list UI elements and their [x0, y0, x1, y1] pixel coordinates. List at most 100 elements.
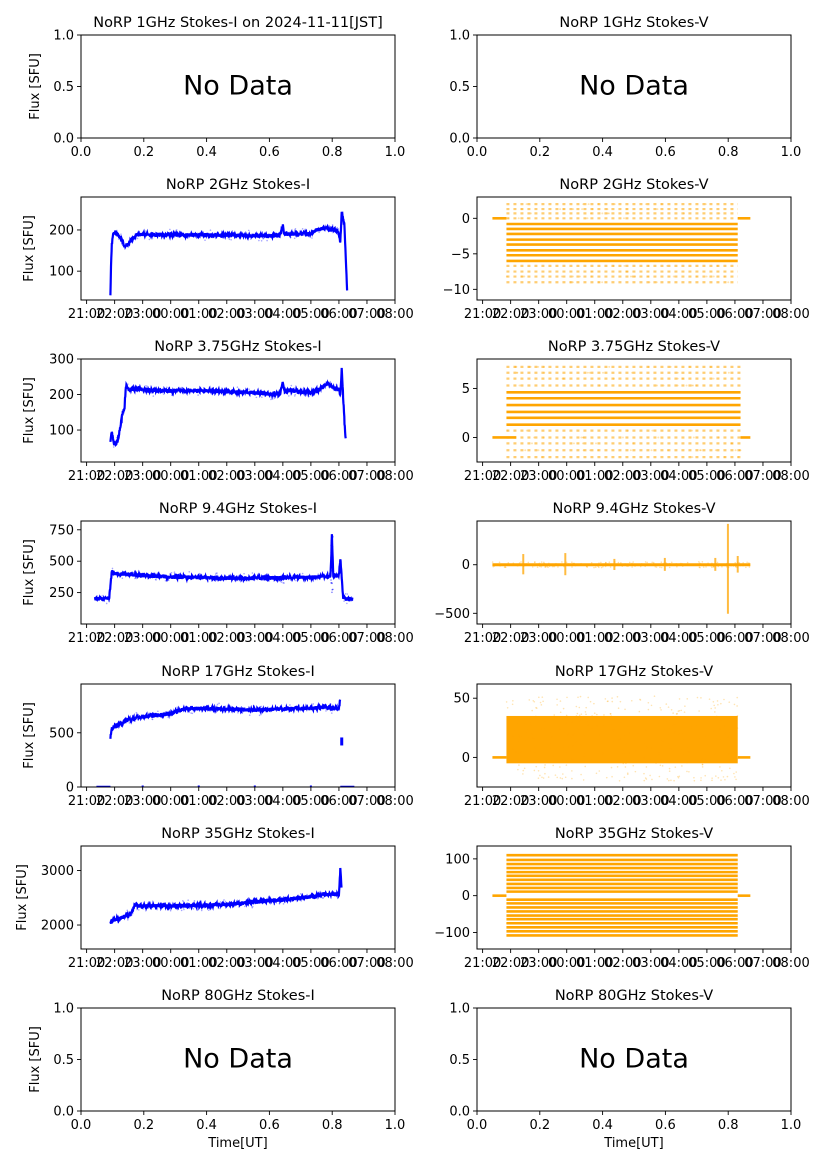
data-point [534, 751, 537, 753]
data-point [567, 746, 569, 749]
x-tick-label: 00:00 [152, 307, 189, 322]
data-point [134, 577, 136, 580]
data-point [346, 593, 349, 595]
data-point [192, 710, 195, 713]
data-point [702, 564, 704, 567]
data-point [331, 562, 334, 564]
data-point [553, 878, 556, 881]
x-tick-label: 0.4 [592, 145, 613, 160]
data-point [543, 561, 545, 564]
y-tick-label: 250 [49, 586, 74, 601]
data-point [283, 582, 285, 584]
data-point [293, 395, 296, 397]
data-point [169, 228, 171, 231]
x-tick-label: 23:00 [520, 956, 557, 971]
data-point [664, 934, 667, 937]
data-point [715, 746, 717, 749]
data-point [576, 712, 579, 715]
x-tick-label: 1.0 [781, 145, 802, 160]
data-point [235, 235, 237, 237]
data-point [216, 572, 218, 574]
data-point [545, 874, 548, 877]
data-point [695, 384, 698, 387]
data-point [678, 243, 681, 246]
data-point [144, 230, 147, 232]
data-point [598, 562, 600, 564]
data-point [121, 571, 124, 573]
data-point [625, 270, 628, 273]
data-point [339, 233, 341, 236]
data-point [603, 914, 606, 917]
data-point [652, 561, 655, 564]
data-point [515, 404, 518, 407]
data-point [118, 726, 121, 728]
data-point [645, 203, 648, 206]
data-point [559, 700, 562, 702]
data-point [735, 771, 738, 773]
data-point [528, 699, 531, 701]
data-point [587, 748, 589, 751]
data-point [173, 571, 176, 573]
data-point [154, 578, 157, 581]
data-point [571, 721, 573, 723]
x-tick-label: 21:00 [68, 956, 105, 971]
data-point [261, 396, 263, 398]
x-tick-label: 02:00 [604, 469, 641, 484]
data-point [711, 777, 713, 779]
data-point [564, 723, 567, 726]
data-point [704, 774, 707, 777]
data-point [604, 561, 607, 564]
data-point [244, 905, 246, 908]
x-tick-label: 22:00 [96, 469, 133, 484]
data-point [571, 777, 573, 780]
data-point [151, 718, 153, 720]
data-point [539, 701, 542, 704]
data-point [556, 736, 559, 739]
data-point [650, 449, 653, 452]
data-point [148, 901, 151, 903]
data-point [613, 867, 616, 870]
data-point [707, 562, 709, 565]
data-point [615, 397, 618, 400]
data-point [716, 254, 719, 257]
data-point [190, 231, 192, 233]
y-tick-label: 100 [49, 424, 74, 439]
data-point [695, 275, 698, 278]
data-point [571, 758, 574, 761]
y-axis-label: Flux [SFU] [28, 1026, 43, 1093]
data-point [597, 565, 599, 568]
data-point [624, 737, 627, 740]
data-point [680, 716, 682, 718]
data-point [668, 867, 671, 870]
data-point [327, 226, 329, 229]
data-point [632, 442, 635, 445]
data-point [623, 264, 626, 267]
data-point [518, 764, 520, 766]
data-point [551, 746, 553, 749]
x-tick-label: 04:00 [264, 307, 301, 322]
data-point [631, 566, 633, 568]
data-point [736, 705, 738, 707]
data-point [322, 896, 324, 899]
x-tick-label: 1.0 [781, 1118, 802, 1133]
data-point [732, 565, 735, 567]
data-point [518, 384, 521, 387]
data-point [700, 757, 703, 760]
data-point [170, 575, 173, 577]
plot-area [491, 523, 751, 614]
data-point [598, 566, 600, 569]
data-point [687, 910, 690, 913]
panel-title: NoRP 80GHz Stokes-V [555, 988, 713, 1004]
data-point [117, 921, 119, 924]
plot-area [109, 211, 349, 296]
data-point [670, 748, 672, 750]
data-point [526, 217, 529, 220]
plot-area [492, 203, 751, 284]
data-point [524, 564, 527, 567]
data-point [634, 770, 637, 773]
data-point [595, 772, 598, 775]
data-point [725, 854, 728, 857]
data-point [579, 871, 582, 874]
data-point [728, 701, 731, 703]
data-point [124, 396, 126, 399]
